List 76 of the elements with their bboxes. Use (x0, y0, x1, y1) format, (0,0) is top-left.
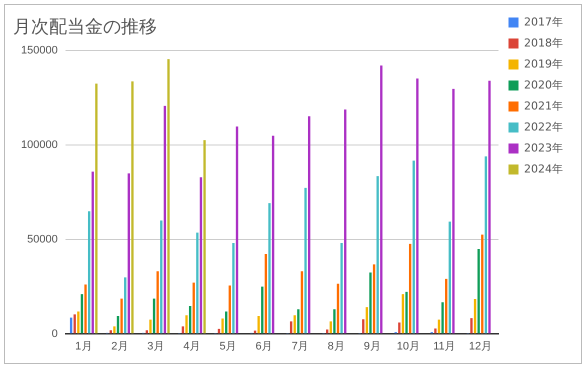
bar (110, 330, 112, 334)
x-tick-label: 3月 (147, 340, 164, 352)
bar (146, 330, 148, 334)
bar (92, 172, 94, 334)
y-tick-label: 50000 (27, 233, 58, 246)
bar (257, 316, 260, 334)
bar (88, 211, 90, 334)
x-tick-label: 4月 (183, 340, 200, 352)
bar (294, 315, 296, 334)
bar (192, 282, 195, 334)
bar (380, 66, 382, 334)
bar (95, 84, 98, 334)
bar (164, 106, 166, 334)
chart-title: 月次配当金の推移 (13, 16, 157, 38)
bar (196, 232, 199, 334)
legend-label: 2019年 (524, 57, 564, 70)
x-tick-label: 12月 (468, 340, 492, 352)
legend-label: 2017年 (524, 15, 564, 28)
bar (445, 278, 448, 334)
bar (366, 307, 368, 334)
y-tick-label: 150000 (20, 44, 58, 57)
bar (221, 318, 224, 334)
bar (160, 220, 162, 334)
bar (408, 244, 412, 334)
bar (484, 156, 488, 334)
x-tick-label: 10月 (396, 340, 420, 352)
bar (261, 286, 264, 334)
x-tick-label: 1月 (75, 340, 92, 352)
bar (333, 309, 336, 334)
bar (416, 78, 419, 334)
bar (297, 309, 300, 334)
legend-label: 2022年 (524, 120, 564, 134)
bar (228, 285, 231, 334)
bar (70, 318, 72, 334)
x-tick-label: 8月 (328, 340, 345, 352)
bar (434, 328, 437, 334)
bar (362, 319, 364, 334)
x-tick-label: 7月 (292, 340, 309, 352)
bar (330, 321, 332, 334)
bar (264, 254, 268, 334)
bar (124, 277, 126, 334)
bar (376, 176, 379, 334)
bar (340, 242, 343, 334)
bar (188, 306, 192, 334)
legend-label: 2024年 (524, 162, 564, 176)
bar (113, 326, 116, 334)
legend-label: 2023年 (524, 141, 564, 154)
bar (232, 242, 235, 334)
bar (398, 322, 400, 334)
bar (254, 330, 256, 334)
bar (412, 160, 415, 334)
bar (477, 249, 480, 334)
y-tick-label: 0 (52, 328, 58, 340)
bar (128, 173, 130, 334)
bar (308, 116, 310, 334)
legend-label: 2020年 (524, 78, 564, 92)
x-tick-label: 5月 (219, 340, 237, 352)
bar (225, 312, 228, 334)
bar (77, 312, 80, 334)
bar (448, 222, 451, 334)
bar (441, 302, 444, 334)
bar (344, 110, 346, 334)
bar (481, 234, 484, 334)
bar (290, 321, 292, 334)
x-tick-label: 6月 (256, 340, 273, 352)
legend-label: 2021年 (524, 99, 564, 112)
x-tick-label: 2月 (111, 340, 128, 352)
bar (326, 329, 328, 334)
y-tick-label: 100000 (20, 139, 58, 152)
bar (120, 298, 123, 334)
bar (272, 136, 274, 334)
bar (74, 314, 76, 334)
legend-label: 2018年 (524, 36, 564, 50)
bar (156, 271, 159, 334)
x-tick-label: 9月 (364, 340, 381, 352)
x-tick-label: 11月 (433, 340, 456, 352)
